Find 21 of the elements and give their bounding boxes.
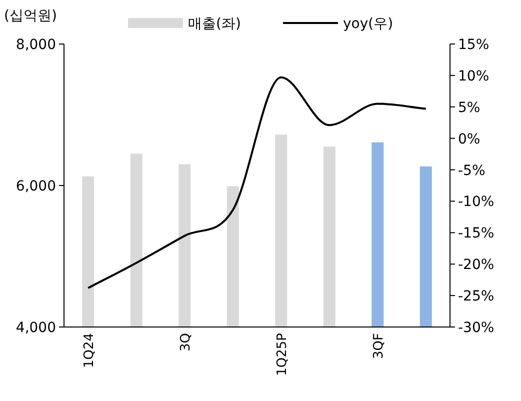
legend-label: yoy(우) <box>343 16 394 32</box>
y-tick-label: 6,000 <box>16 178 56 194</box>
legend-label: 매출(좌) <box>188 16 241 32</box>
x-tick-label: 1Q25P <box>275 332 290 376</box>
line-series <box>87 76 427 290</box>
x-tick-label: 3QF <box>372 333 387 359</box>
y-tick-label: 8,000 <box>16 37 56 53</box>
y2-tick-label: 0% <box>458 131 480 148</box>
y2-tick-label: -10% <box>458 194 494 210</box>
y2-tick-label: -20% <box>458 257 494 274</box>
y2-tick-label: -25% <box>458 288 494 305</box>
y2-tick-label: -5% <box>458 162 486 179</box>
y2-tick-label: 5% <box>458 100 480 116</box>
y-axis-title: (십억원) <box>4 8 57 24</box>
y2-tick-label: 10% <box>458 68 490 84</box>
x-tick-label: 3Q <box>178 333 194 352</box>
y2-tick-label: -15% <box>458 226 494 242</box>
x-tick-label: 1Q24 <box>82 333 98 368</box>
y2-tick-label: 15% <box>458 37 490 53</box>
y2-tick-label: -30% <box>458 320 494 336</box>
y-tick-label: 4,000 <box>16 320 56 336</box>
